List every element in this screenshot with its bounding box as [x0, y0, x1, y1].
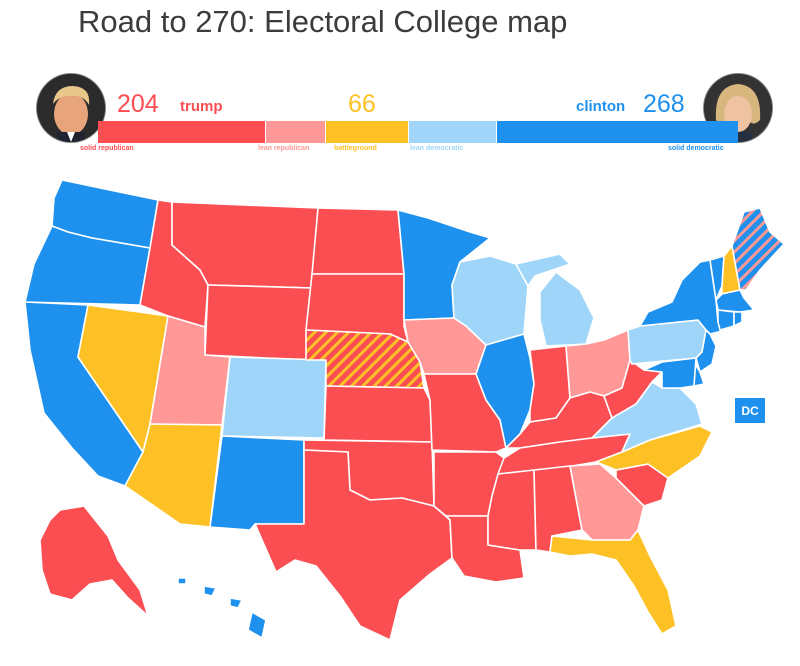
trump-label: trump: [180, 98, 223, 115]
legend-lean-republican: lean republican: [258, 145, 310, 152]
state-ND[interactable]: [311, 207, 405, 275]
state-FL[interactable]: [549, 529, 677, 635]
electoral-vote-bar: [98, 121, 738, 143]
clinton-electoral-count: 268: [643, 90, 685, 118]
state-ME[interactable]: [731, 207, 785, 291]
bar-segment-battleground: [324, 121, 408, 143]
clinton-label: clinton: [576, 98, 626, 115]
state-CO[interactable]: [221, 356, 327, 439]
state-DC[interactable]: DC: [735, 398, 765, 423]
state-AK[interactable]: [39, 505, 149, 617]
state-NJ[interactable]: [695, 329, 717, 373]
state-MA[interactable]: [715, 289, 755, 313]
bar-segment-lean-republican: [264, 121, 325, 143]
page-title: Road to 270: Electoral College map: [78, 4, 568, 39]
legend-solid-democratic: solid democratic: [668, 145, 724, 152]
state-HI[interactable]: [177, 577, 267, 639]
state-MS[interactable]: [487, 469, 537, 551]
state-MI[interactable]: [515, 253, 595, 347]
battleground-count: 66: [348, 90, 376, 118]
legend-lean-democratic: lean democratic: [410, 145, 464, 152]
state-MD[interactable]: [643, 357, 697, 389]
bar-segment-lean-democratic: [407, 121, 496, 143]
legend-battleground: battleground: [334, 145, 377, 152]
trump-portrait-icon: [37, 74, 105, 142]
legend-solid-republican: solid republican: [80, 145, 134, 152]
state-WY[interactable]: [204, 284, 313, 361]
state-TX[interactable]: [254, 449, 453, 641]
state-NM[interactable]: [209, 435, 305, 531]
state-RI[interactable]: [733, 311, 743, 327]
us-electoral-map: [24, 179, 785, 641]
state-CT[interactable]: [717, 309, 735, 331]
state-KS[interactable]: [323, 385, 433, 443]
bar-segment-solid-democratic: [495, 121, 738, 143]
bar-segment-solid-republican: [98, 121, 265, 143]
state-AZ[interactable]: [124, 423, 223, 528]
trump-electoral-count: 204: [117, 90, 159, 118]
